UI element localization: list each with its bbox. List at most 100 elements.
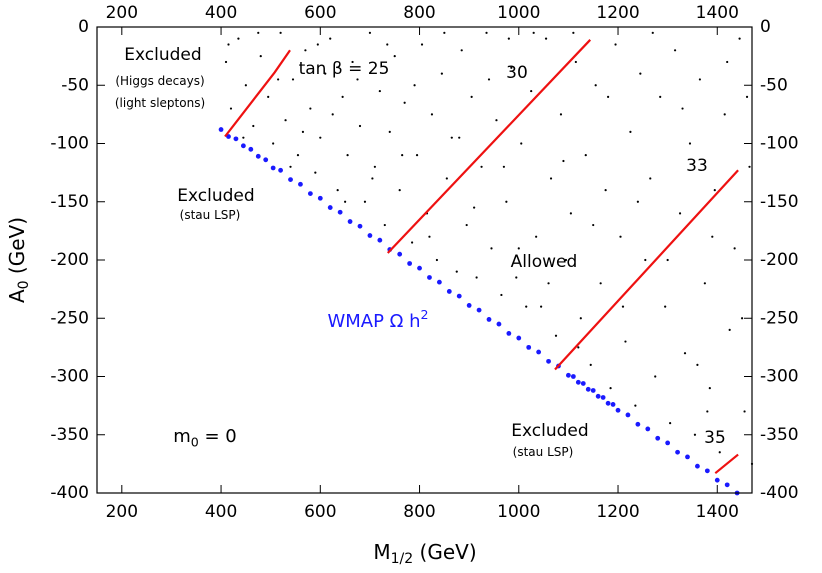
scan-point [535, 235, 538, 238]
label-part: M [373, 540, 390, 564]
wmap-point [585, 386, 591, 392]
scan-point [475, 276, 478, 279]
x-tick-label: 600 [304, 3, 336, 23]
y-tick-label: -300 [50, 367, 89, 387]
scan-point [487, 78, 491, 81]
wmap-point [580, 381, 586, 386]
y-tick-label: -350 [760, 425, 799, 445]
scan-point [644, 258, 647, 262]
x-tick-label: 400 [205, 502, 237, 522]
scan-point [654, 375, 657, 378]
x-tick-label: 200 [106, 3, 138, 23]
wmap-point [516, 335, 522, 341]
scan-point [485, 31, 488, 34]
x-tick-label: 1000 [497, 3, 540, 23]
y-tick-label: -200 [760, 250, 799, 270]
wmap-point [486, 317, 492, 322]
scan-point [455, 270, 458, 273]
scan-point [693, 433, 697, 436]
wmap-point [436, 279, 442, 285]
scan-point [415, 154, 419, 157]
scan-point [346, 154, 349, 157]
annotation: (stau LSP) [513, 445, 574, 459]
label-part: (stau LSP) [180, 208, 241, 222]
tan-beta-line [386, 39, 592, 254]
y-tick-label: -300 [760, 367, 799, 387]
scan-point [592, 223, 595, 227]
wmap-point [357, 223, 363, 229]
scan-point [554, 334, 558, 337]
wmap-point [595, 393, 601, 399]
annotation: (stau LSP) [180, 208, 241, 222]
scan-point [629, 130, 632, 133]
wmap-point [695, 463, 700, 469]
scan-point [351, 60, 354, 64]
scan-point [664, 305, 667, 308]
subscript: 0 [16, 280, 32, 289]
scan-point [703, 282, 706, 285]
wmap-point [526, 344, 532, 350]
scan-point [517, 247, 520, 250]
x-tick-label: 200 [106, 502, 138, 522]
scan-point [480, 165, 483, 168]
wmap-point [337, 209, 343, 215]
scan-point [510, 66, 513, 69]
wmap-point [615, 407, 621, 413]
annotation: (light sleptons) [115, 96, 205, 110]
scan-point [636, 200, 639, 203]
wmap-point [704, 468, 710, 474]
scan-point [577, 346, 580, 349]
wmap-point [665, 440, 671, 446]
wmap-point [248, 146, 254, 152]
subscript: 1/2 [391, 551, 414, 567]
scan-point [279, 31, 282, 34]
label-part: 35 [704, 428, 726, 448]
scan-point [495, 119, 498, 122]
x-tick-label: 400 [205, 3, 237, 23]
scan-point [284, 119, 287, 122]
scan-point [515, 276, 518, 279]
wmap-point [466, 303, 472, 308]
label-part: (stau LSP) [513, 445, 574, 459]
wmap-point [218, 127, 224, 132]
scan-point [445, 177, 448, 180]
x-tick-label: 1400 [696, 3, 739, 23]
scan-point [277, 78, 280, 81]
y-tick-label: -250 [50, 308, 89, 328]
x-tick-label: 800 [403, 502, 435, 522]
scan-point [371, 177, 374, 180]
scan-point [579, 317, 582, 320]
tan-beta-line [224, 49, 291, 138]
wmap-point [675, 449, 680, 455]
scan-point [465, 223, 468, 227]
scan-point [229, 107, 233, 110]
y-tick-label: -150 [760, 192, 799, 212]
scan-point [688, 142, 692, 145]
tan-beta-line [554, 169, 739, 371]
scan-point [743, 410, 746, 413]
wmap-point [546, 358, 551, 364]
scan-point [435, 258, 439, 262]
scan-point [428, 235, 431, 238]
label-part: (GeV) [5, 217, 29, 280]
wmap-point [605, 400, 611, 406]
scan-point [443, 31, 446, 34]
annotation: 30 [506, 63, 528, 83]
scan-point [520, 142, 523, 145]
y-tick-label: -100 [760, 134, 799, 154]
x-tick-label: 1000 [497, 502, 540, 522]
scan-point [604, 189, 607, 192]
y-tick-label: 0 [78, 17, 89, 37]
y-tick-label: -250 [760, 308, 799, 328]
scan-point [336, 189, 339, 192]
scan-point [242, 136, 245, 139]
scan-point [609, 387, 612, 390]
wmap-point [714, 477, 720, 483]
scan-point [470, 95, 473, 98]
scan-point [713, 189, 716, 192]
scan-point [413, 84, 416, 87]
scan-point [267, 95, 270, 98]
y-tick-label: -50 [61, 75, 89, 95]
wmap-point [255, 153, 261, 159]
